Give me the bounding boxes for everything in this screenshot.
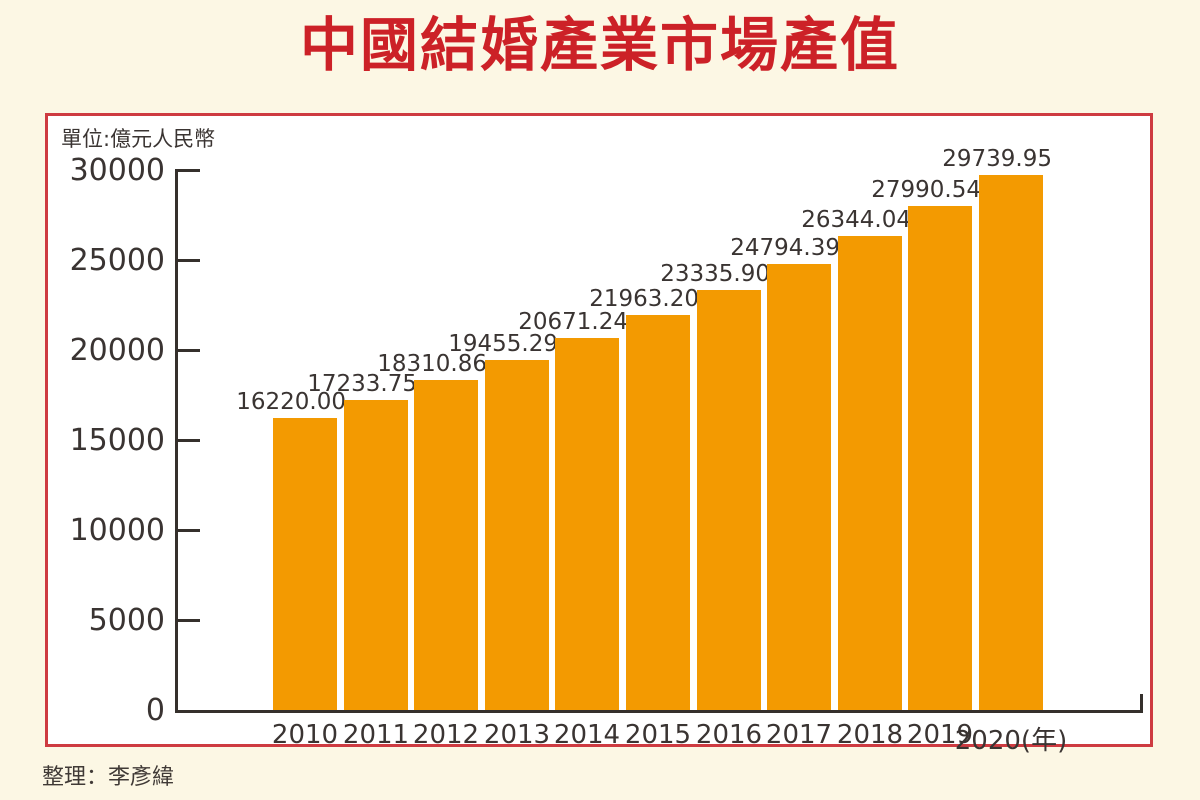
x-axis-category-label: 2014 — [553, 720, 621, 750]
bar-2013 — [485, 360, 549, 710]
bar-2011 — [344, 400, 408, 710]
unit-label: 單位:億元人民幣 — [61, 127, 216, 151]
x-axis-category-label: 2016 — [695, 720, 763, 750]
bar-2019 — [908, 206, 972, 710]
x-axis-category-label: 2019 — [906, 720, 974, 750]
x-axis-line — [175, 710, 1143, 713]
page-title: 中國結婚產業市場產值 — [299, 11, 900, 79]
bar-value-label: 17233.75 — [307, 371, 417, 397]
x-axis-category-label: 2012 — [412, 720, 480, 750]
bar-2015 — [626, 315, 690, 710]
y-axis-tick-label: 25000 — [69, 243, 165, 278]
bar-value-label: 27990.54 — [871, 177, 981, 203]
y-axis-tick — [175, 169, 200, 172]
y-axis-tick-label: 20000 — [69, 333, 165, 368]
bar-value-label: 20671.24 — [518, 309, 628, 335]
bar-2010 — [273, 418, 337, 710]
bar-value-label: 19455.29 — [448, 331, 558, 357]
y-axis-tick-label: 30000 — [69, 153, 165, 188]
y-axis-tick — [175, 619, 200, 622]
y-axis-tick-label: 5000 — [88, 603, 165, 638]
y-axis-tick-label: 15000 — [69, 423, 165, 458]
bar-2014 — [555, 338, 619, 710]
y-axis-tick-label: 0 — [145, 693, 165, 728]
source-credit: 整理：李彥緯 — [42, 765, 175, 790]
x-axis-category-label: 2010 — [271, 720, 339, 750]
y-axis-tick — [175, 259, 200, 262]
bar-2017 — [767, 264, 831, 710]
bar-2012 — [414, 380, 478, 710]
y-axis-tick-label: 10000 — [69, 513, 165, 548]
x-axis-end-tick — [1140, 694, 1143, 713]
bar-value-label: 26344.04 — [801, 207, 911, 233]
bar-value-label: 29739.95 — [942, 146, 1052, 172]
bar-value-label: 21963.20 — [589, 286, 699, 312]
y-axis-tick — [175, 439, 200, 442]
bar-value-label: 18310.86 — [377, 351, 487, 377]
y-axis-tick — [175, 529, 200, 532]
chart-panel: 單位:億元人民幣 0 5000 10000 15000 20000 25000 30000 1… — [45, 113, 1153, 756]
bar-value-label: 24794.39 — [730, 235, 840, 261]
bar-value-label: 16220.00 — [236, 389, 346, 415]
x-axis-category-label: 2013 — [483, 720, 551, 750]
bar-2020(年) — [979, 175, 1043, 710]
x-axis-category-label: 2018 — [836, 720, 904, 750]
x-axis-category-label: 2020(年) — [954, 726, 1068, 756]
x-axis-category-label: 2015 — [624, 720, 692, 750]
bar-value-label: 23335.90 — [660, 261, 770, 287]
bar-2018 — [838, 236, 902, 710]
x-axis-category-label: 2011 — [342, 720, 410, 750]
bar-2016 — [697, 290, 761, 710]
x-axis-category-label: 2017 — [765, 720, 833, 750]
y-axis-tick — [175, 349, 200, 352]
